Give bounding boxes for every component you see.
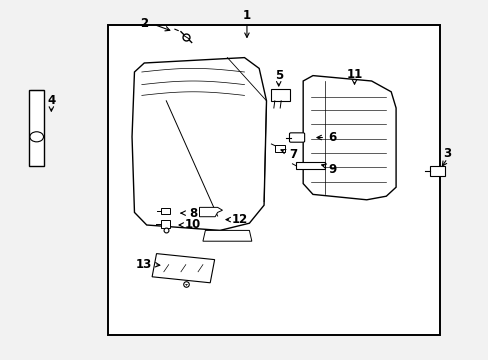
Text: 10: 10 xyxy=(184,219,201,231)
Bar xyxy=(29,90,44,166)
Polygon shape xyxy=(152,253,214,283)
Text: 11: 11 xyxy=(346,68,362,81)
Text: 1: 1 xyxy=(243,9,250,22)
Text: 8: 8 xyxy=(189,207,197,220)
Text: 12: 12 xyxy=(231,213,247,226)
Text: 5: 5 xyxy=(274,69,282,82)
Text: 13: 13 xyxy=(136,258,152,271)
Text: 3: 3 xyxy=(443,147,450,159)
Text: 9: 9 xyxy=(328,163,336,176)
Bar xyxy=(429,166,444,176)
Bar xyxy=(271,89,289,101)
Polygon shape xyxy=(199,207,222,217)
FancyBboxPatch shape xyxy=(289,133,304,142)
Text: 7: 7 xyxy=(289,148,297,161)
Polygon shape xyxy=(132,58,266,230)
Text: 6: 6 xyxy=(328,131,336,144)
Text: 4: 4 xyxy=(47,94,55,107)
Polygon shape xyxy=(303,76,395,200)
Bar xyxy=(161,220,170,228)
Bar xyxy=(107,25,439,335)
Polygon shape xyxy=(203,230,251,241)
Bar xyxy=(275,145,285,152)
Bar xyxy=(295,162,325,169)
Bar xyxy=(161,208,170,214)
Text: 2: 2 xyxy=(140,17,148,30)
